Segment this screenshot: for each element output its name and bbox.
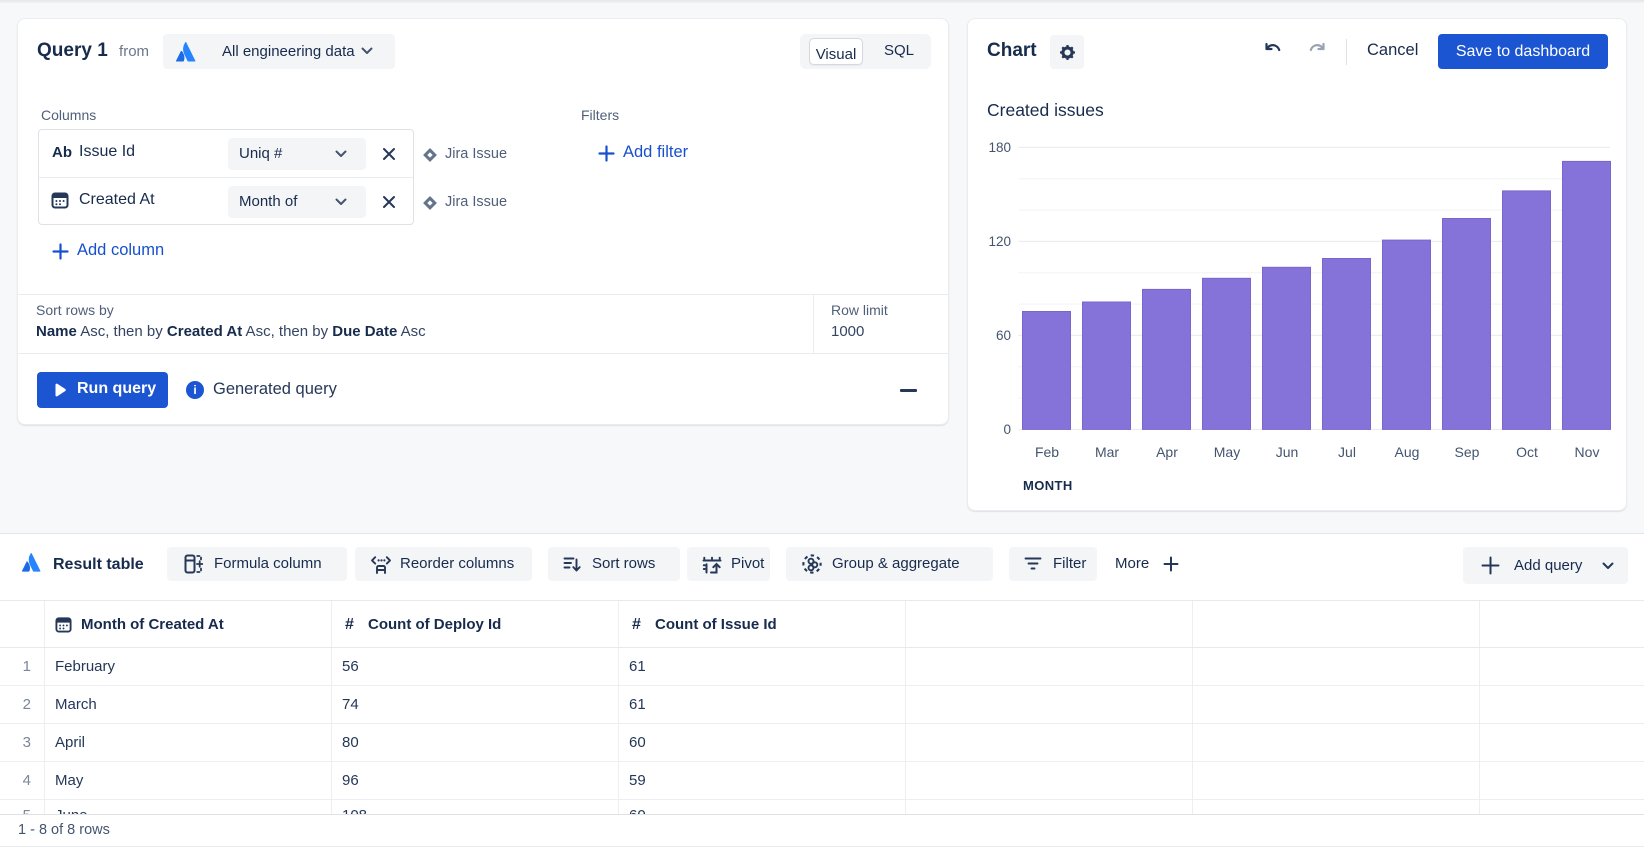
svg-text:Feb: Feb [1035,444,1059,460]
svg-text:Oct: Oct [1516,444,1538,460]
svg-text:Sep: Sep [1455,444,1480,460]
svg-text:180: 180 [988,140,1011,155]
svg-text:Jun: Jun [1276,444,1299,460]
svg-text:Apr: Apr [1156,444,1178,460]
svg-text:0: 0 [1003,422,1011,437]
svg-text:May: May [1214,444,1240,460]
svg-text:Jul: Jul [1338,444,1356,460]
svg-text:120: 120 [988,234,1011,249]
svg-text:60: 60 [996,328,1011,343]
svg-text:Nov: Nov [1575,444,1600,460]
svg-text:Mar: Mar [1095,444,1119,460]
svg-text:Aug: Aug [1395,444,1420,460]
